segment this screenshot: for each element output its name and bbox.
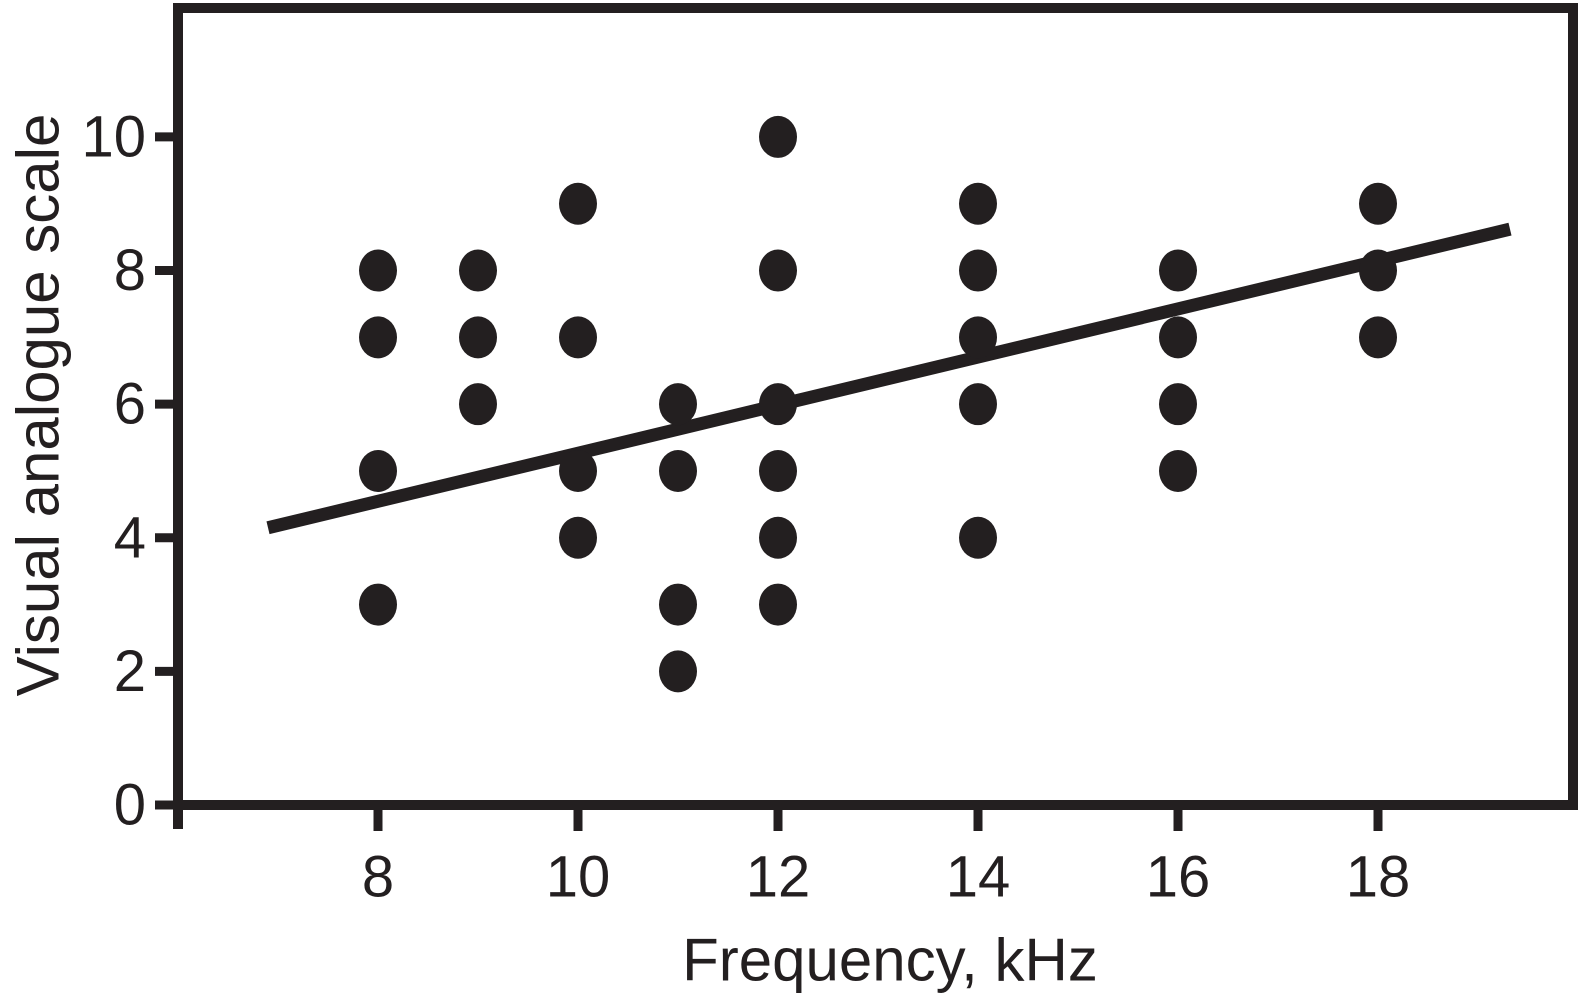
data-point	[1159, 249, 1197, 292]
data-point	[1359, 249, 1397, 292]
x-tick-label: 18	[1346, 845, 1411, 910]
y-tick-label: 10	[81, 104, 146, 169]
data-point	[959, 383, 997, 426]
data-point	[759, 249, 797, 292]
x-axis-title: Frequency, kHz	[682, 926, 1098, 994]
data-point	[559, 516, 597, 559]
data-point	[1159, 316, 1197, 359]
y-tick-label: 4	[114, 505, 146, 570]
x-tick-label: 8	[362, 845, 394, 910]
data-point	[359, 449, 397, 492]
y-axis-title: Visual analogue scale	[4, 113, 72, 697]
plot-frame	[173, 3, 1578, 810]
x-tick-label: 16	[1146, 845, 1211, 910]
data-point	[659, 449, 697, 492]
y-tick-label: 8	[114, 238, 146, 303]
data-point	[659, 583, 697, 626]
data-point	[459, 383, 497, 426]
data-point	[359, 316, 397, 359]
data-point	[1359, 316, 1397, 359]
data-point	[959, 516, 997, 559]
data-point	[1159, 383, 1197, 426]
x-tick-label: 14	[946, 845, 1011, 910]
y-tick-label: 0	[114, 773, 146, 838]
data-point	[559, 316, 597, 359]
x-tick-label: 10	[546, 845, 611, 910]
data-point	[759, 383, 797, 426]
data-point	[559, 449, 597, 492]
data-point	[659, 650, 697, 693]
data-point	[959, 182, 997, 225]
data-point	[1359, 182, 1397, 225]
data-point	[759, 449, 797, 492]
data-point	[559, 182, 597, 225]
data-point	[759, 115, 797, 158]
data-point	[759, 583, 797, 626]
data-point	[459, 249, 497, 292]
data-point	[659, 383, 697, 426]
data-point	[359, 249, 397, 292]
y-tick-label: 2	[114, 639, 146, 704]
y-tick-label: 6	[114, 372, 146, 437]
regression-line	[266, 222, 1512, 535]
data-point	[959, 249, 997, 292]
data-point	[459, 316, 497, 359]
data-point	[1159, 449, 1197, 492]
x-tick-label: 12	[746, 845, 811, 910]
data-point	[959, 316, 997, 359]
data-point	[759, 516, 797, 559]
data-point	[359, 583, 397, 626]
